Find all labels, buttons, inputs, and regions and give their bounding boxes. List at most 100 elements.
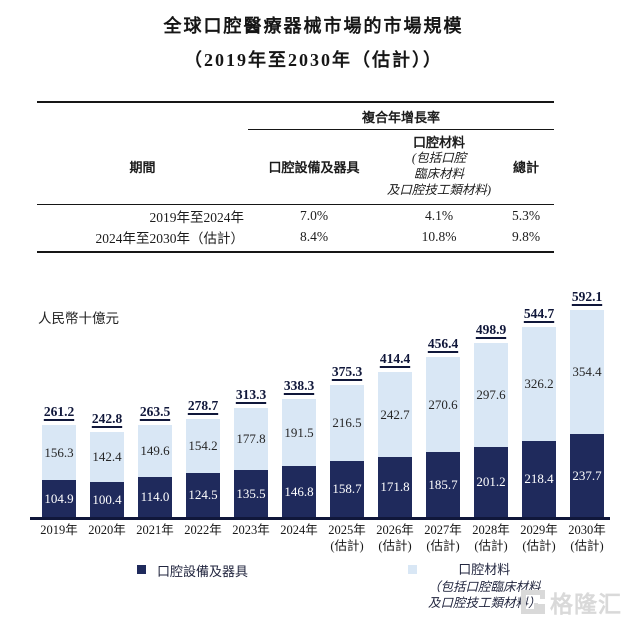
equipment-segment: 201.2	[474, 447, 508, 517]
x-axis-tick-label: 2027年 (估計)	[424, 523, 462, 554]
materials-segment: 142.4	[90, 432, 124, 482]
bar-column-2023年: 313.3 177.8 135.5	[227, 278, 275, 517]
bar-column-2026年: 414.4 242.7 171.8	[371, 278, 419, 517]
x-axis-tick-label: 2026年 (估計)	[376, 523, 414, 554]
materials-segment: 191.5	[282, 399, 316, 466]
legend-item-equipment: 口腔設備及器具	[137, 561, 248, 580]
x-axis-labels: 2019年 2020年 2021年 2022年 2023年 2024年 2025年 (估計) 2…	[0, 522, 627, 556]
stacked-bar: 326.2 218.4	[522, 327, 556, 517]
bar-column-2028年: 498.9 297.6 201.2	[467, 278, 515, 517]
x-axis-tick-label: 2029年 (估計)	[520, 523, 558, 554]
x-axis-tick-label: 2028年 (估計)	[472, 523, 510, 554]
gelonghui-logo-icon	[521, 590, 545, 614]
bar-column-2029年: 544.7 326.2 218.4	[515, 278, 563, 517]
bar-column-2022年: 278.7 154.2 124.5	[179, 278, 227, 517]
legend-materials-note-line1: （包括口腔臨床材料	[428, 579, 541, 594]
bar-total-label: 278.7	[187, 398, 219, 413]
cagr-group-row: 複合年增長率	[37, 103, 554, 130]
stacked-bar: 270.6 185.7	[426, 357, 460, 517]
legend-item-materials: 口腔材料 （包括口腔臨床材料 及口腔技工類材料）	[408, 561, 541, 612]
row2-materials-cagr: 10.8%	[421, 228, 457, 244]
legend-label-equipment: 口腔設備及器具	[157, 564, 249, 579]
bar-total-label: 313.3	[235, 387, 267, 402]
bar-total-label: 414.4	[379, 351, 411, 366]
bar-total-label: 263.5	[139, 404, 171, 419]
bar-column-2020年: 242.8 142.4 100.4	[83, 278, 131, 517]
bar-total-label: 242.8	[91, 411, 123, 426]
equipment-segment: 185.7	[426, 452, 460, 517]
page-title: 全球口腔醫療器械市場的市場規模	[163, 16, 464, 36]
equipment-segment: 158.7	[330, 461, 364, 517]
bar-total-label: 498.9	[475, 322, 507, 337]
x-axis-tick-label: 2022年	[184, 523, 222, 537]
bar-total-label: 456.4	[427, 336, 459, 351]
legend-materials-note-line2: 及口腔技工類材料）	[428, 596, 541, 611]
x-axis-tick-label: 2019年	[40, 523, 78, 537]
cagr-group-header: 複合年增長率	[248, 103, 554, 130]
row1-equipment-cagr: 7.0%	[299, 207, 329, 223]
row2-period: 2024年至2030年（估計）	[95, 230, 245, 246]
watermark-text: 格隆汇	[550, 591, 622, 617]
col-header-period: 期間	[129, 160, 156, 176]
materials-segment: 156.3	[42, 425, 76, 480]
table-row: 2019年至2024年 7.0% 4.1% 5.3%	[37, 205, 554, 226]
bar-column-2025年: 375.3 216.5 158.7	[323, 278, 371, 517]
x-axis-tick-label: 2025年 (估計)	[328, 523, 366, 554]
equipment-segment: 237.7	[570, 434, 604, 517]
col-header-materials-note-line3: 及口腔技工類材料)	[386, 182, 492, 197]
stacked-bar: 297.6 201.2	[474, 343, 508, 517]
materials-segment: 149.6	[138, 425, 172, 477]
materials-segment: 270.6	[426, 357, 460, 452]
cagr-table: 複合年增長率 期間 口腔設備及器具 口腔材料 (包括口腔 臨床材料 及口腔技工類…	[37, 101, 554, 254]
col-header-equipment: 口腔設備及器具	[268, 160, 360, 176]
stacked-bar: 154.2 124.5	[186, 419, 220, 517]
bar-total-label: 261.2	[43, 404, 75, 419]
bar-column-2027年: 456.4 270.6 185.7	[419, 278, 467, 517]
equipment-segment: 124.5	[186, 473, 220, 517]
stacked-bar: 142.4 100.4	[90, 432, 124, 517]
equipment-segment: 104.9	[42, 480, 76, 517]
bar-total-label: 338.3	[283, 378, 315, 393]
x-axis-tick-label: 2023年	[232, 523, 270, 537]
materials-segment: 177.8	[234, 408, 268, 470]
col-header-materials-note-line2: 臨床材料	[413, 166, 464, 181]
x-axis-tick-label: 2021年	[136, 523, 174, 537]
equipment-segment: 146.8	[282, 466, 316, 517]
stacked-bar-plot: 261.2 156.3 104.9 242.8 142.4 100.4 263.5 149.6…	[0, 278, 627, 517]
materials-segment: 297.6	[474, 343, 508, 447]
row1-total-cagr: 5.3%	[511, 207, 541, 223]
stacked-bar: 149.6 114.0	[138, 425, 172, 517]
bar-total-label: 544.7	[523, 306, 555, 321]
stacked-bar: 177.8 135.5	[234, 408, 268, 517]
x-axis-line	[30, 517, 610, 520]
equipment-segment: 171.8	[378, 457, 412, 517]
bar-column-2024年: 338.3 191.5 146.8	[275, 278, 323, 517]
row2-equipment-cagr: 8.4%	[299, 228, 329, 244]
x-axis-tick-label: 2020年	[88, 523, 126, 537]
materials-segment: 242.7	[378, 372, 412, 457]
legend-label-materials: 口腔材料	[458, 562, 511, 577]
bar-total-label: 375.3	[331, 364, 363, 379]
legend-swatch-materials	[408, 565, 417, 574]
stacked-bar: 354.4 237.7	[570, 310, 604, 517]
col-header-materials-title: 口腔材料	[412, 135, 465, 150]
bar-column-2030年: 592.1 354.4 237.7	[563, 278, 611, 517]
x-axis-tick-label: 2030年 (估計)	[568, 523, 606, 554]
x-axis-tick-label: 2024年	[280, 523, 318, 537]
bar-column-2019年: 261.2 156.3 104.9	[35, 278, 83, 517]
gelonghui-watermark: 格隆汇	[521, 585, 622, 619]
row2-total-cagr: 9.8%	[511, 228, 541, 244]
col-header-materials: 口腔材料 (包括口腔 臨床材料 及口腔技工類材料)	[380, 135, 498, 198]
bar-total-label: 592.1	[571, 289, 603, 304]
materials-segment: 216.5	[330, 385, 364, 461]
chart-unit-label: 人民幣十億元	[38, 311, 119, 326]
equipment-segment: 135.5	[234, 470, 268, 517]
stacked-bar: 242.7 171.8	[378, 372, 412, 517]
stacked-bar: 156.3 104.9	[42, 425, 76, 517]
materials-segment: 154.2	[186, 419, 220, 473]
equipment-segment: 114.0	[138, 477, 172, 517]
equipment-segment: 100.4	[90, 482, 124, 517]
page-subtitle: （2019年至2030年（估計））	[184, 50, 443, 70]
table-row: 2024年至2030年（估計） 8.4% 10.8% 9.8%	[37, 226, 554, 247]
stacked-bar: 216.5 158.7	[330, 385, 364, 517]
